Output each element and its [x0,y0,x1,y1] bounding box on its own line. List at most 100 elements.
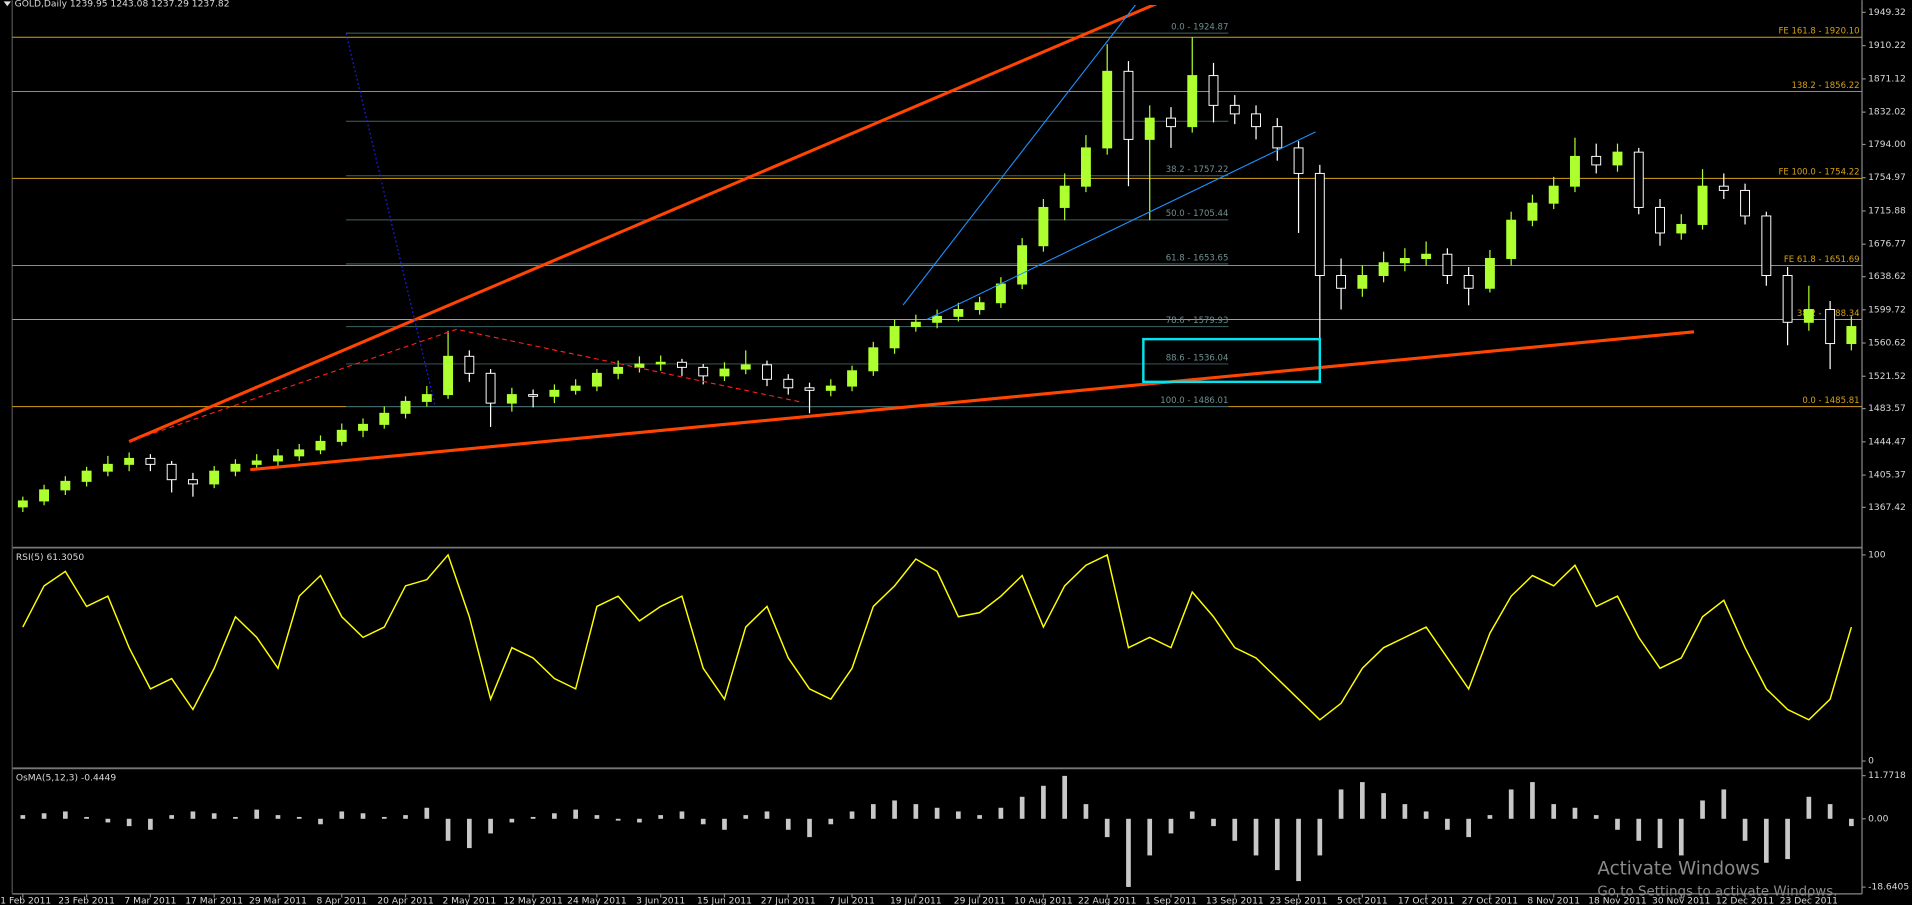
candle-body [17,500,28,508]
osma-bar [530,816,536,819]
candle-body [719,368,730,377]
candle-body [1591,155,1602,166]
candle-body [379,412,390,425]
candle-body [1527,202,1538,221]
osma-bar [1487,815,1493,819]
x-tick-label: 17 Oct 2011 [1398,897,1454,905]
x-tick-label: 12 Dec 2011 [1716,897,1774,905]
osma-bar [1445,818,1450,830]
osma-bar [1274,818,1280,871]
x-tick-label: 27 Oct 2011 [1462,897,1518,905]
fibo-expansion-label: 0.0 - 1485.81 [1802,396,1859,406]
candle-body [932,315,943,323]
candle-body [400,400,411,414]
menu-arrow[interactable] [3,1,11,7]
candle-body [549,389,560,397]
osma-bar [1296,818,1301,882]
rsi-title: RSI(5) 61.3050 [16,553,85,563]
candle-body [1038,206,1049,247]
x-tick-label: 19 Jul 2011 [890,897,942,905]
osma-bar [1636,818,1642,841]
candle-body [1399,258,1410,264]
osma-bar [105,818,111,823]
osma-bar [126,818,132,827]
y-tick-label: 1560.62 [1868,339,1906,349]
x-tick-label: 22 Aug 2011 [1078,897,1136,905]
osma-bar [1041,785,1046,819]
candle-body [1676,223,1687,234]
watermark-title: Activate Windows [1597,859,1759,880]
y-tick-label: 1676.77 [1868,240,1906,250]
candle-body [1293,147,1304,174]
fibo-expansion-label: FE 100.0 - 1754.22 [1778,168,1859,178]
osma-bar [424,807,430,819]
osma-bar [785,818,791,830]
osma-bar [1083,804,1089,819]
osma-bar [658,815,664,819]
y-tick-label: 1367.42 [1868,503,1906,513]
trendline [926,131,1316,321]
fibo-retracement-label: 0.0 - 1924.87 [1171,23,1228,33]
osma-bar [254,809,260,819]
x-tick-label: 23 Feb 2011 [58,897,115,905]
osma-bar [403,815,408,819]
osma-bar [1785,818,1790,860]
y-tick-label: 1521.52 [1868,372,1906,382]
osma-bar [63,811,68,819]
rsi-line [22,553,1853,721]
osma-bar [148,818,153,830]
candle-body [1697,185,1708,225]
candle-body [1463,275,1474,289]
osma-bar [381,816,387,819]
candle-body [804,387,815,391]
candle-body [1187,75,1198,128]
osma-bar [1338,789,1344,819]
y-tick-label: 100 [1868,550,1886,560]
x-tick-label: 18 Nov 2011 [1588,897,1646,905]
y-tick-label: 1871.12 [1868,74,1906,84]
candle-body [1336,275,1347,289]
candle-body [762,364,772,380]
y-tick-label: 1483.57 [1868,404,1906,414]
osma-bar [84,816,89,819]
candle-body [528,394,539,397]
x-tick-label: 12 May 2011 [503,897,563,905]
osma-bar [1126,818,1131,887]
x-tick-label: 17 Mar 2011 [185,897,243,905]
y-tick-label: 0.00 [1868,814,1889,824]
watermark-subtitle: Go to Settings to activate Windows. [1597,884,1837,899]
candle-body [1506,219,1517,259]
osma-bar [296,816,302,819]
candle-body [1208,75,1219,106]
trendline [250,330,1695,472]
x-tick-label: 7 Mar 2011 [124,897,176,905]
osma-bar [870,804,876,819]
x-tick-label: 3 Jun 2011 [636,897,685,905]
candle-body [910,321,921,328]
osma-bar [828,818,834,825]
osma-bar [1189,811,1195,819]
candle-body [443,355,454,396]
fibo-expansion-label: FE 61.8 - 1651.69 [1784,255,1860,265]
osma-bar [1317,818,1323,856]
candle-body [166,463,177,481]
osma-bar [169,815,174,819]
osma-bar [573,809,578,819]
y-tick-label: 1949.32 [1868,8,1906,18]
y-tick-label: 1794.00 [1868,140,1906,150]
osma-bar [892,800,897,819]
osma-bar [1700,800,1705,819]
x-tick-label: 29 Mar 2011 [249,897,307,905]
candle-body [421,394,432,402]
fibo-retracement-label: 100.0 - 1486.01 [1160,396,1228,406]
osma-bar [41,813,47,819]
osma-bar [637,818,642,823]
osma-bar [956,811,961,819]
osma-bar [679,811,685,819]
fibo-expansion-label: FE 161.8 - 1920.10 [1778,27,1859,37]
osma-bar [1253,818,1259,856]
candle-body [1123,70,1134,140]
y-tick-label: 1832.02 [1868,108,1906,118]
x-tick-label: 8 Nov 2011 [1527,897,1580,905]
candle-body [1229,104,1240,115]
